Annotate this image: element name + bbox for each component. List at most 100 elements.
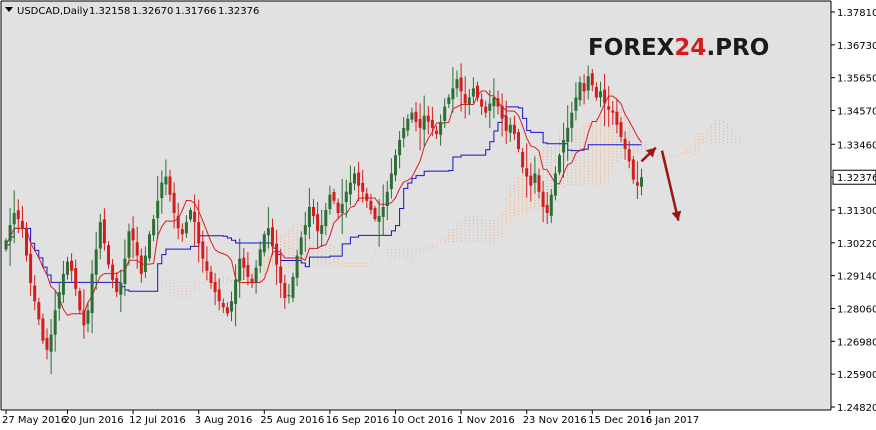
candle bbox=[623, 131, 627, 160]
watermark-logo: FOREX24.PRO bbox=[588, 35, 769, 61]
y-axis: 1.37810 1.36730 1.35650 1.34570 1.33460 1.323… bbox=[831, 8, 876, 414]
candle-body bbox=[389, 173, 393, 189]
candle bbox=[640, 168, 643, 196]
candle bbox=[160, 170, 164, 214]
candle-body bbox=[344, 191, 348, 203]
candle-body bbox=[369, 200, 373, 210]
chart-header: USDCAD,Daily 1.32158 1.32670 1.31766 1.3… bbox=[5, 6, 259, 17]
candle-body bbox=[496, 98, 500, 107]
candle-body bbox=[365, 193, 369, 201]
candle-body bbox=[385, 191, 389, 207]
candle-body bbox=[545, 205, 549, 213]
annotation-arrow bbox=[640, 146, 657, 163]
candle bbox=[348, 165, 352, 206]
candle bbox=[480, 93, 484, 115]
candle bbox=[541, 181, 545, 223]
candle bbox=[463, 76, 467, 119]
chevron-down-icon[interactable] bbox=[5, 7, 13, 12]
candle-body bbox=[295, 255, 299, 278]
candle bbox=[78, 287, 82, 315]
candle bbox=[582, 74, 586, 105]
candle-body bbox=[156, 200, 160, 219]
candle bbox=[635, 161, 639, 200]
candle bbox=[406, 114, 410, 137]
candle-body bbox=[16, 210, 20, 220]
candle bbox=[82, 289, 86, 339]
candle-body bbox=[139, 255, 143, 274]
candle bbox=[443, 98, 447, 128]
candle bbox=[365, 187, 369, 209]
candle-body bbox=[90, 273, 94, 314]
candle bbox=[627, 140, 631, 169]
candle bbox=[570, 101, 574, 142]
candle-body bbox=[443, 106, 447, 121]
y-tick-label: 1.33460 bbox=[837, 140, 876, 151]
candle bbox=[320, 209, 324, 248]
candle-body bbox=[430, 119, 434, 128]
candle bbox=[164, 159, 168, 196]
candle-body bbox=[98, 222, 102, 249]
candle-body bbox=[307, 206, 311, 227]
candle-body bbox=[418, 119, 422, 128]
candle bbox=[619, 117, 623, 142]
candle-body bbox=[459, 77, 463, 92]
candle-body bbox=[246, 264, 250, 277]
candle-body bbox=[180, 229, 184, 235]
candle bbox=[234, 264, 238, 327]
candle bbox=[336, 198, 340, 219]
candle-body bbox=[66, 261, 69, 275]
x-tick-label: 6 Jan 2017 bbox=[646, 415, 700, 426]
candle-body bbox=[225, 307, 229, 314]
candle bbox=[508, 117, 512, 142]
candle bbox=[184, 215, 188, 238]
candle-body bbox=[570, 112, 574, 128]
candle bbox=[16, 199, 20, 234]
candle-body bbox=[29, 253, 33, 283]
candle bbox=[41, 313, 45, 344]
candle bbox=[123, 239, 127, 296]
candle bbox=[418, 103, 422, 151]
candle-body bbox=[619, 122, 623, 137]
candle bbox=[33, 274, 37, 311]
candle-body bbox=[271, 227, 274, 247]
candle bbox=[20, 205, 24, 238]
candle-body bbox=[94, 249, 98, 275]
candle-body bbox=[603, 89, 607, 104]
candle bbox=[586, 65, 590, 100]
candle-body bbox=[111, 264, 115, 280]
candle-body bbox=[500, 105, 504, 119]
candle-body bbox=[242, 257, 246, 268]
candle-body bbox=[320, 225, 324, 234]
candle bbox=[553, 166, 557, 201]
candle-body bbox=[627, 149, 631, 162]
candle-body bbox=[275, 243, 279, 265]
candle-body bbox=[205, 261, 209, 271]
candle-body bbox=[4, 240, 8, 250]
candle bbox=[279, 248, 283, 298]
candle-body bbox=[258, 249, 262, 266]
candle-body bbox=[607, 106, 611, 110]
candle-body bbox=[574, 97, 578, 111]
candle bbox=[156, 175, 160, 240]
candle-body bbox=[189, 209, 192, 220]
candle-body bbox=[160, 182, 164, 199]
candle-body bbox=[230, 301, 233, 312]
candle bbox=[529, 163, 533, 202]
candle bbox=[271, 218, 274, 256]
current-price-label: 1.32376 bbox=[837, 173, 876, 184]
candle bbox=[312, 199, 315, 224]
candle-body bbox=[471, 88, 475, 97]
candle bbox=[558, 152, 561, 175]
candle bbox=[373, 205, 377, 222]
candle-body bbox=[332, 192, 336, 201]
candle-body bbox=[348, 182, 352, 195]
candle bbox=[340, 178, 344, 235]
candle bbox=[410, 107, 414, 123]
candle-body bbox=[504, 115, 508, 131]
candle-body bbox=[537, 175, 541, 192]
candle bbox=[152, 214, 156, 242]
candle bbox=[98, 213, 102, 260]
candle-body bbox=[20, 220, 24, 229]
candle-body bbox=[414, 111, 418, 122]
